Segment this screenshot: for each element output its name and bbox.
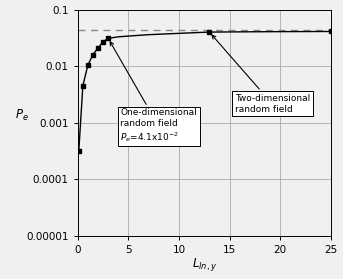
- Y-axis label: $P_e$: $P_e$: [15, 108, 29, 123]
- Text: Two-dimensional
random field: Two-dimensional random field: [212, 35, 310, 114]
- X-axis label: $L_{ln,y}$: $L_{ln,y}$: [192, 256, 217, 273]
- Text: One-dimensional
random field
$P_e$=4.1x10$^{-2}$: One-dimensional random field $P_e$=4.1x1…: [110, 42, 197, 144]
